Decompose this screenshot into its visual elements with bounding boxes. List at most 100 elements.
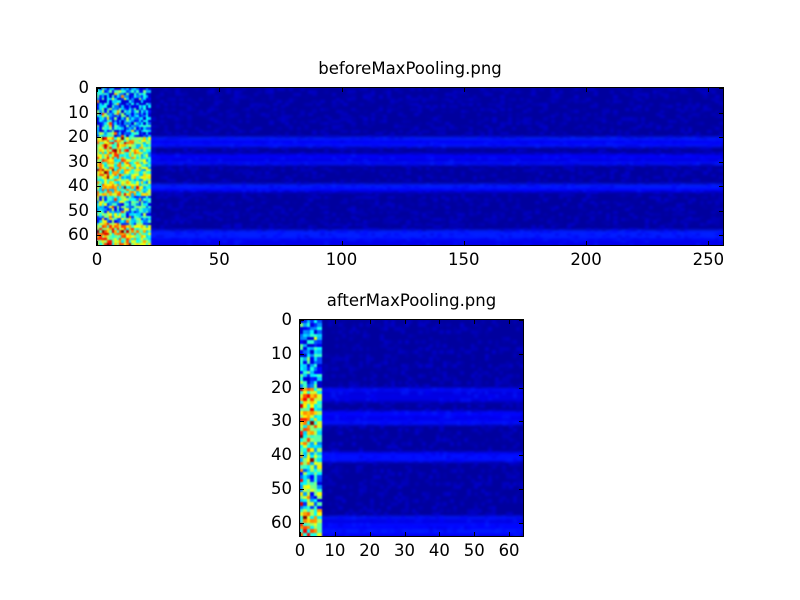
heatmap-cell <box>390 102 396 106</box>
heatmap-cell <box>339 110 345 114</box>
heatmap-cell <box>683 225 689 229</box>
heatmap-cell <box>711 198 716 202</box>
heatmap-cell <box>711 151 716 155</box>
heatmap-cell <box>515 159 521 163</box>
heatmap-cell <box>570 205 576 209</box>
heatmap-cell <box>378 112 384 116</box>
heatmap-cell <box>644 92 650 97</box>
heatmap-cell <box>425 156 431 160</box>
heatmap-cell <box>273 173 278 177</box>
heatmap-cell <box>550 112 556 116</box>
heatmap-cell <box>703 222 709 227</box>
heatmap-cell <box>507 193 513 197</box>
heatmap-cell <box>417 105 423 109</box>
heatmap-cell <box>570 173 576 177</box>
heatmap-cell <box>605 100 611 104</box>
heatmap-cell <box>715 141 720 146</box>
heatmap-cell <box>218 208 223 212</box>
heatmap-cell <box>566 222 572 227</box>
heatmap-cell <box>410 227 415 231</box>
heatmap-cell <box>566 100 572 104</box>
heatmap-cell <box>355 129 360 133</box>
heatmap-cell <box>492 164 497 168</box>
heatmap-cell <box>233 112 239 116</box>
heatmap-cell <box>241 195 247 200</box>
heatmap-cell <box>249 188 255 192</box>
heatmap-cell <box>664 110 669 114</box>
heatmap-cell <box>186 124 192 128</box>
y-tick-label: 20 <box>68 126 89 146</box>
heatmap-cell <box>390 203 396 207</box>
heatmap-cell <box>625 173 630 177</box>
heatmap-cell <box>492 134 497 138</box>
heatmap-cell <box>445 186 450 190</box>
heatmap-cell <box>456 90 462 94</box>
heatmap-cell <box>179 166 184 170</box>
heatmap-cell <box>695 114 701 119</box>
heatmap-cell <box>535 139 540 143</box>
heatmap-cell <box>366 178 372 182</box>
heatmap-cell <box>715 222 720 227</box>
heatmap-cell <box>355 210 360 214</box>
heatmap-cell <box>222 178 227 182</box>
heatmap-cell <box>363 110 368 114</box>
heatmap-cell <box>492 97 497 101</box>
heatmap-cell <box>476 112 482 116</box>
heatmap-cell <box>625 156 630 160</box>
heatmap-cell <box>284 149 290 153</box>
heatmap-cell <box>562 141 568 146</box>
heatmap-cell <box>597 129 603 133</box>
heatmap-cell <box>605 141 611 146</box>
heatmap-cell <box>351 97 356 101</box>
heatmap-cell <box>523 149 529 153</box>
heatmap-cell <box>593 164 599 168</box>
heatmap-cell <box>449 100 454 104</box>
heatmap-cell <box>269 88 274 92</box>
heatmap-cell <box>503 159 509 163</box>
heatmap-cell <box>218 181 223 185</box>
heatmap-cell <box>503 171 509 175</box>
heatmap-cell <box>296 195 302 200</box>
heatmap-cell <box>574 88 579 92</box>
heatmap-cell <box>507 134 513 138</box>
heatmap-cell <box>687 215 693 219</box>
heatmap-cell <box>597 132 603 136</box>
heatmap-cell <box>601 117 607 121</box>
heatmap-cell <box>190 107 196 111</box>
heatmap-cell <box>190 215 196 219</box>
heatmap-cell <box>249 215 255 219</box>
heatmap-cell <box>253 203 259 207</box>
heatmap-cell <box>370 218 376 222</box>
heatmap-cell <box>601 141 607 146</box>
heatmap-cell <box>719 198 723 202</box>
heatmap-cell <box>566 198 572 202</box>
heatmap-cell <box>417 210 423 214</box>
heatmap-cell <box>554 132 560 136</box>
heatmap-cell <box>186 166 192 170</box>
heatmap-cell <box>629 203 634 207</box>
heatmap-cell <box>159 114 165 119</box>
heatmap-cell <box>167 166 173 170</box>
heatmap-cell <box>351 198 356 202</box>
heatmap-cell <box>253 215 259 219</box>
heatmap-cell <box>589 200 595 204</box>
heatmap-cell <box>233 127 239 131</box>
heatmap-cell <box>230 97 235 101</box>
heatmap-cell <box>468 132 474 136</box>
heatmap-cell <box>218 127 223 131</box>
heatmap-cell <box>257 176 263 180</box>
heatmap-cell <box>503 222 509 227</box>
heatmap-cell <box>288 141 294 146</box>
heatmap-cell <box>605 191 611 195</box>
heatmap-cell <box>183 90 188 94</box>
heatmap-cell <box>531 90 536 94</box>
heatmap-cell <box>484 198 489 202</box>
heatmap-cell <box>226 102 231 106</box>
heatmap-cell <box>428 363 434 368</box>
heatmap-cell <box>206 213 212 217</box>
heatmap-cell <box>633 195 638 200</box>
heatmap-cell <box>292 107 298 111</box>
heatmap-cell <box>386 134 392 138</box>
heatmap-cell <box>477 384 482 389</box>
heatmap-cell <box>288 88 294 92</box>
